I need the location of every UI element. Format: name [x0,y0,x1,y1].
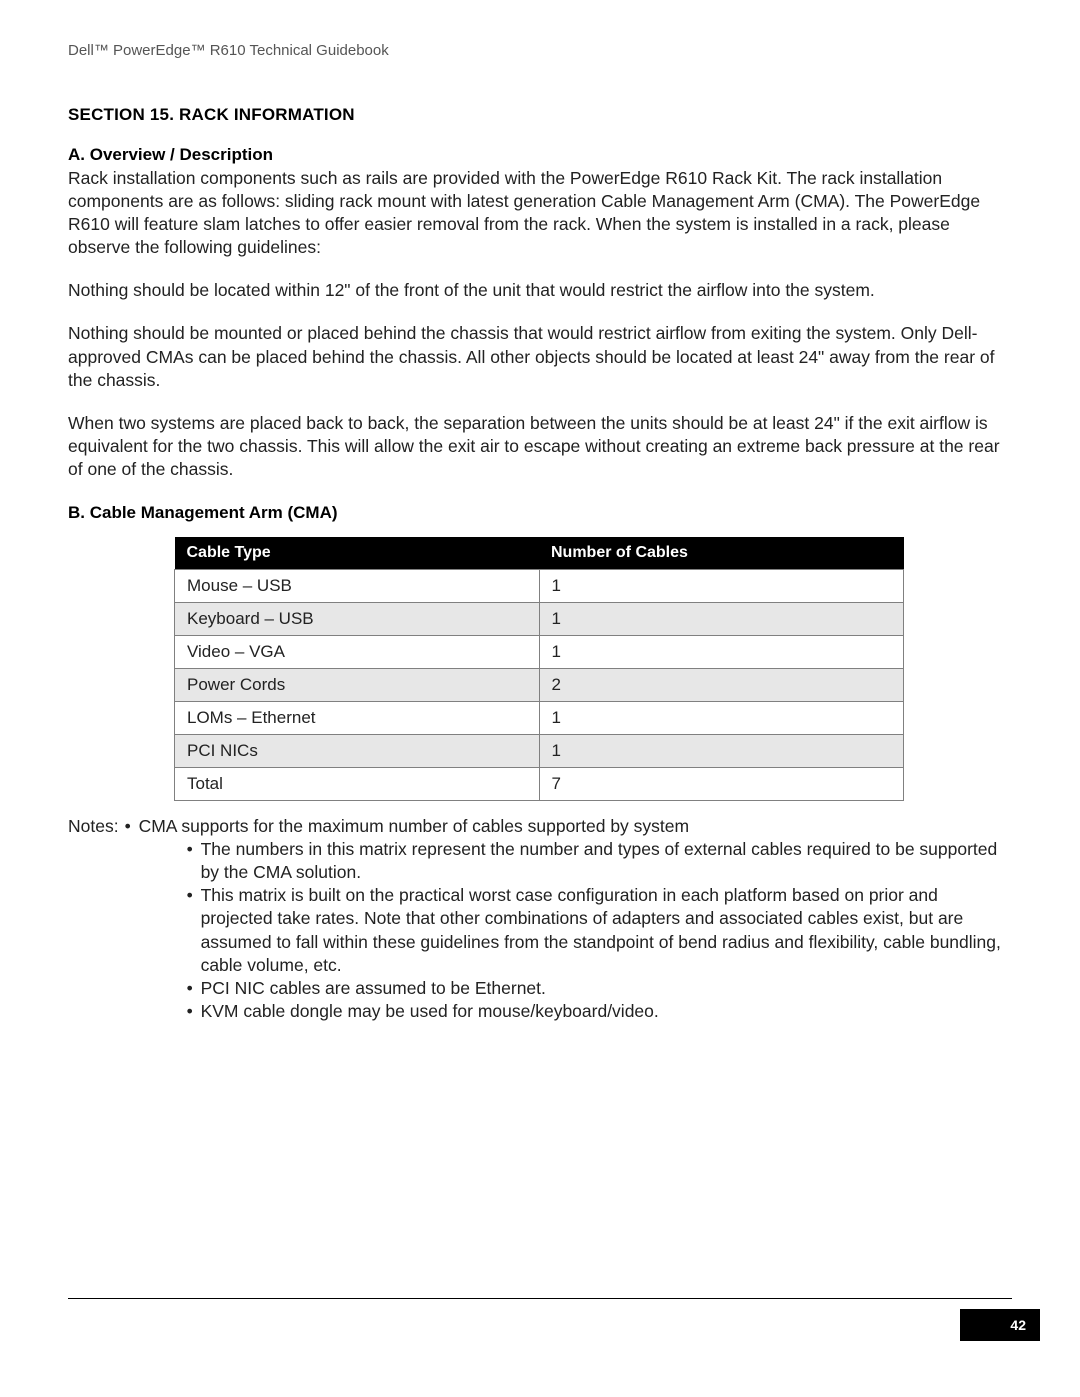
table-header-row: Cable Type Number of Cables [175,537,904,570]
table-cell: 1 [539,735,904,768]
table-row: Video – VGA 1 [175,636,904,669]
paragraph: When two systems are placed back to back… [68,412,1012,481]
list-item: KVM cable dongle may be used for mouse/k… [187,1000,1012,1023]
notes-block: Notes: CMA supports for the maximum numb… [68,815,1012,1023]
table-row: LOMs – Ethernet 1 [175,702,904,735]
note-text: CMA supports for the maximum number of c… [139,816,690,836]
table-cell: 1 [539,570,904,603]
paragraph: Nothing should be located within 12" of … [68,279,1012,302]
table-cell: 7 [539,768,904,801]
table-row: PCI NICs 1 [175,735,904,768]
table-header-cell: Cable Type [175,537,540,570]
list-item: The numbers in this matrix represent the… [187,838,1012,884]
table-cell: PCI NICs [175,735,540,768]
notes-list: CMA supports for the maximum number of c… [125,815,1012,1023]
paragraph: Rack installation components such as rai… [68,167,1012,259]
table-row: Keyboard – USB 1 [175,603,904,636]
table-cell: 2 [539,669,904,702]
table-header-cell: Number of Cables [539,537,904,570]
paragraph: Nothing should be mounted or placed behi… [68,322,1012,391]
table-cell: 1 [539,636,904,669]
table-cell: 1 [539,603,904,636]
notes-sublist: The numbers in this matrix represent the… [139,838,1012,1023]
footer-rule [68,1298,1012,1299]
table-row: Mouse – USB 1 [175,570,904,603]
list-item: This matrix is built on the practical wo… [187,884,1012,976]
table-cell: Keyboard – USB [175,603,540,636]
subsection-a-heading: A. Overview / Description [68,145,1012,165]
table-cell: Total [175,768,540,801]
list-item: CMA supports for the maximum number of c… [125,815,1012,1023]
table-row: Power Cords 2 [175,669,904,702]
table-cell: Mouse – USB [175,570,540,603]
table-row: Total 7 [175,768,904,801]
notes-label: Notes: [68,815,125,1023]
cma-table: Cable Type Number of Cables Mouse – USB … [174,537,904,801]
table-cell: LOMs – Ethernet [175,702,540,735]
document-header: Dell™ PowerEdge™ R610 Technical Guideboo… [68,42,1012,59]
list-item: PCI NIC cables are assumed to be Etherne… [187,977,1012,1000]
table-cell: 1 [539,702,904,735]
page-content: Dell™ PowerEdge™ R610 Technical Guideboo… [0,0,1080,1023]
table-cell: Video – VGA [175,636,540,669]
page-number: 42 [960,1309,1040,1341]
section-title: SECTION 15. RACK INFORMATION [68,105,1012,125]
subsection-b-heading: B. Cable Management Arm (CMA) [68,503,1012,523]
table-cell: Power Cords [175,669,540,702]
